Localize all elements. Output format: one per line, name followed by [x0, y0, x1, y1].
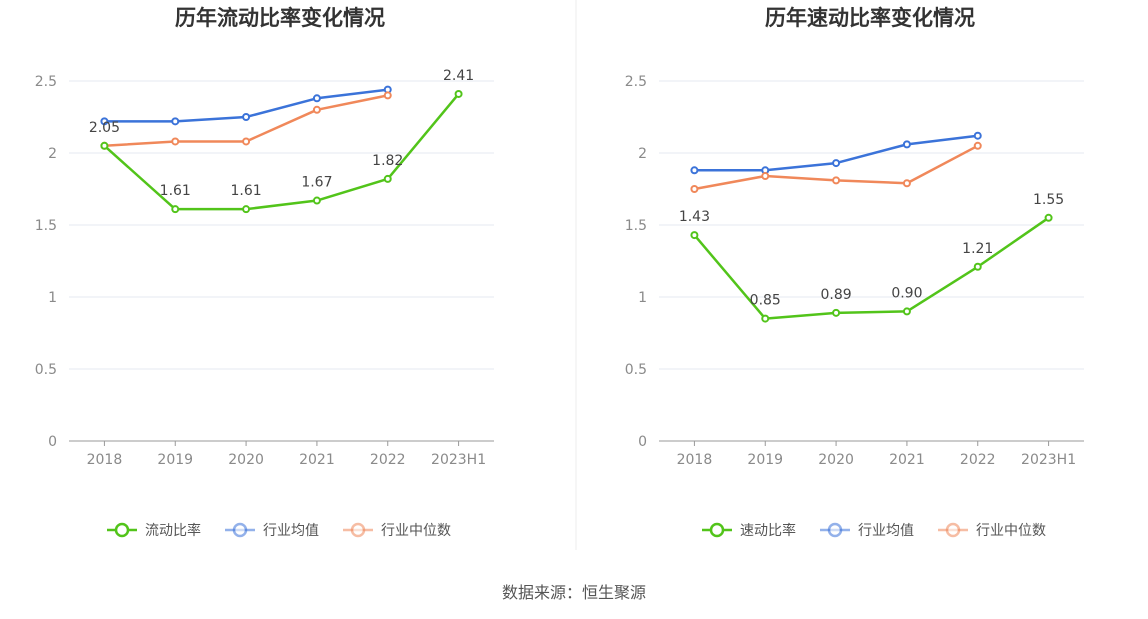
y-tick-label: 1 [638, 290, 647, 306]
data-point [171, 117, 180, 126]
data-label: 1.55 [1033, 192, 1064, 208]
data-point [832, 308, 841, 317]
x-tick-label: 2020 [228, 452, 264, 468]
legend-label: 行业中位数 [381, 523, 451, 539]
x-tick-label: 2018 [677, 452, 713, 468]
data-point [100, 117, 109, 126]
data-point [1044, 213, 1053, 222]
chart-current-ratio: 历年流动比率变化情况 0 0.5 1 1.5 2 2.5 2018 2019 2020 2021 20… [35, 6, 494, 539]
data-label: 2.41 [443, 68, 474, 84]
x-tick-label: 2022 [370, 452, 406, 468]
x-tick-label: 2021 [889, 452, 925, 468]
chart-title: 历年流动比率变化情况 [175, 6, 385, 30]
data-point [973, 131, 982, 140]
y-tick-label: 0 [638, 434, 647, 450]
data-point [312, 196, 321, 205]
data-label: 0.89 [820, 287, 851, 303]
data-label: 1.67 [301, 175, 332, 191]
y-tick-label: 1.5 [35, 218, 57, 234]
x-tick-label: 2023H1 [431, 452, 486, 468]
legend-marker [945, 522, 961, 538]
legend-label: 行业均值 [858, 523, 914, 539]
data-label: 1.43 [679, 209, 710, 225]
data-point [242, 205, 251, 214]
y-tick-label: 2 [638, 146, 647, 162]
data-point [312, 105, 321, 114]
data-point [761, 172, 770, 181]
data-point [973, 262, 982, 271]
data-point [690, 185, 699, 193]
data-point [383, 174, 392, 183]
source-text: 数据来源：恒生聚源 [502, 583, 646, 602]
chart-quick-ratio: 历年速动比率变化情况 0 0.5 1 1.5 2 2.5 2018 2019 2020 2021 20… [625, 6, 1084, 539]
data-point [832, 176, 841, 185]
data-label: 1.61 [160, 183, 191, 199]
legend-marker [709, 522, 725, 538]
y-tick-label: 1.5 [625, 218, 647, 234]
data-point [171, 137, 180, 146]
data-label: 1.21 [962, 241, 993, 257]
y-tick-label: 1 [48, 290, 57, 306]
x-tick-label: 2023H1 [1021, 452, 1076, 468]
x-tick-label: 2018 [87, 452, 123, 468]
legend-label: 速动比率 [740, 522, 796, 539]
data-point [242, 137, 251, 146]
data-point [832, 159, 841, 168]
x-tick-label: 2019 [747, 452, 783, 468]
data-point [100, 141, 109, 150]
data-label: 1.61 [230, 183, 261, 199]
data-point [171, 205, 180, 214]
data-point [902, 307, 911, 316]
legend-marker [350, 522, 366, 538]
data-label: 0.85 [750, 293, 781, 309]
data-point [690, 231, 699, 240]
chart-title: 历年速动比率变化情况 [765, 6, 975, 30]
data-point [902, 179, 911, 188]
legend-label: 行业均值 [263, 523, 319, 539]
data-label: 2.05 [89, 120, 120, 136]
data-point [973, 141, 982, 150]
x-tick-label: 2022 [960, 452, 996, 468]
series-line [693, 216, 1050, 320]
data-point [902, 140, 911, 149]
data-point [761, 314, 770, 323]
y-tick-label: 0.5 [35, 362, 57, 378]
data-label: 0.90 [891, 285, 922, 301]
y-tick-label: 0.5 [625, 362, 647, 378]
legend-label: 行业中位数 [976, 523, 1046, 539]
y-tick-label: 2.5 [625, 74, 647, 90]
data-point [383, 91, 392, 100]
y-tick-label: 2.5 [35, 74, 57, 90]
data-point [454, 89, 463, 98]
series-line [103, 93, 460, 211]
data-point [312, 94, 321, 103]
x-tick-label: 2021 [299, 452, 335, 468]
data-label: 1.82 [372, 153, 403, 169]
x-tick-label: 2020 [818, 452, 854, 468]
legend-marker [232, 522, 248, 538]
x-tick-label: 2019 [157, 452, 193, 468]
legend-marker [827, 522, 843, 538]
y-tick-label: 2 [48, 146, 57, 162]
y-tick-label: 0 [48, 434, 57, 450]
data-point [242, 113, 251, 121]
legend-label: 流动比率 [145, 522, 201, 539]
legend-marker [114, 522, 130, 538]
data-point [690, 166, 699, 175]
